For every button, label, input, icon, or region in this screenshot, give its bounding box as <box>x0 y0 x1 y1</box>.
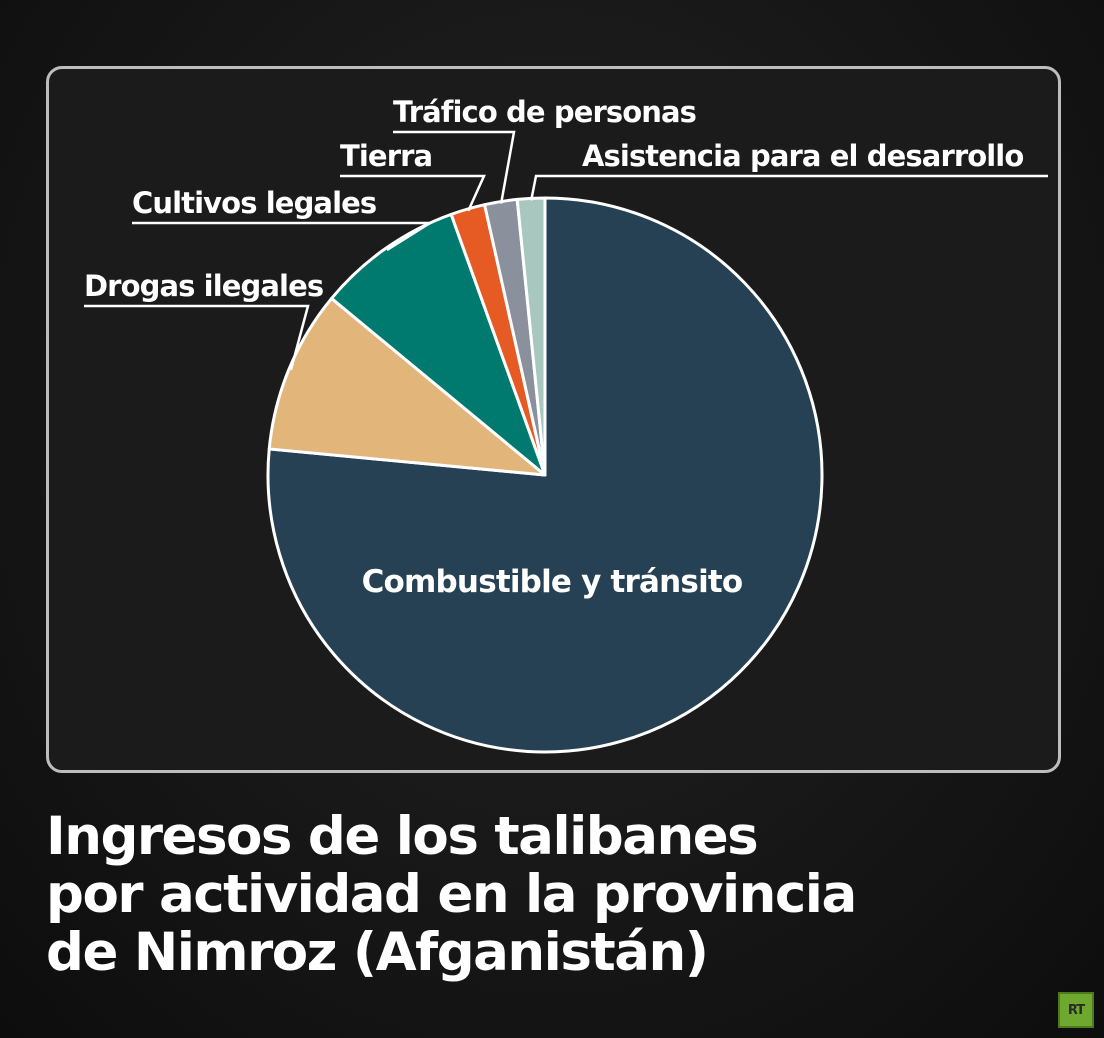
slice-label-asistencia-para-el-desarrollo: Asistencia para el desarrollo <box>582 139 1023 173</box>
pie-slice-drogas-ilegales <box>267 296 547 477</box>
pie-slice-combustible-y-transito <box>266 196 824 754</box>
leader-line-drogas-ilegales <box>84 304 310 371</box>
slice-label-trafico-de-personas: Tráfico de personas <box>393 95 696 129</box>
chart-caption: Ingresos de los talibanes por actividad … <box>46 808 1046 982</box>
leader-line-asistencia-para-el-desarrollo <box>529 174 1048 201</box>
slice-label-drogas-ilegales: Drogas ilegales <box>84 269 323 303</box>
slice-label-tierra: Tierra <box>340 139 432 173</box>
pie-slices <box>266 196 824 754</box>
label-leaders <box>84 130 1048 371</box>
rt-logo: RT <box>1058 992 1094 1028</box>
caption-line-2: por actividad en la provincia <box>46 864 857 925</box>
pie-slice-cultivos-legales <box>330 212 547 477</box>
slice-label-cultivos-legales: Cultivos legales <box>132 186 376 220</box>
leader-line-cultivos-legales <box>132 221 435 252</box>
slice-label-combustible-y-transito: Combustible y tránsito <box>362 564 743 600</box>
slice-labels: Combustible y tránsito Drogas ilegales Cul… <box>84 95 1024 600</box>
leader-line-tierra <box>340 174 486 212</box>
caption-line-1: Ingresos de los talibanes <box>46 806 759 867</box>
leader-line-trafico-de-personas <box>393 130 516 204</box>
rt-logo-text: RT <box>1067 1002 1085 1018</box>
caption-line-3: de Nimroz (Afganistán) <box>46 922 709 983</box>
